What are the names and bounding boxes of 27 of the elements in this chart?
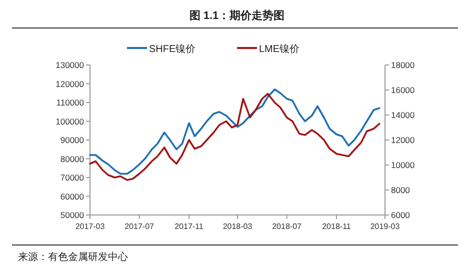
x-tick-label: 2017-11 <box>174 222 204 231</box>
x-tick-label: 2018-03 <box>222 222 253 231</box>
y-tick-label: 90000 <box>60 135 84 145</box>
y2-tick-label: 18000 <box>391 60 415 70</box>
y2-tick-label: 6000 <box>391 210 410 220</box>
source-note: 来源：有色金属研发中心 <box>18 251 128 263</box>
chart-title: 图 1.1：期价走势图 <box>189 9 285 22</box>
y-tick-label: 50000 <box>60 210 84 220</box>
legend-label: SHFE镍价 <box>149 43 196 55</box>
x-tick-label: 2017-07 <box>124 222 155 231</box>
y-tick-label: 70000 <box>60 172 84 182</box>
y-tick-label: 110000 <box>56 98 84 108</box>
x-tick-label: 2019-03 <box>370 222 400 231</box>
y2-tick-label: 14000 <box>391 110 415 120</box>
y-tick-label: 60000 <box>60 191 84 202</box>
x-tick-label: 2018-11 <box>322 222 352 231</box>
x-tick-label: 2017-03 <box>75 222 106 231</box>
y2-tick-label: 10000 <box>391 160 415 170</box>
legend-label: LME镍价 <box>259 43 300 55</box>
y2-tick-label: 12000 <box>391 135 415 145</box>
y2-tick-label: 8000 <box>391 185 410 195</box>
y-tick-label: 120000 <box>56 78 84 89</box>
x-tick-label: 2018-07 <box>272 222 302 231</box>
y-tick-label: 130000 <box>56 60 84 70</box>
y-tick-label: 100000 <box>56 116 84 126</box>
y-tick-label: 80000 <box>60 154 84 164</box>
y2-tick-label: 16000 <box>391 85 415 95</box>
